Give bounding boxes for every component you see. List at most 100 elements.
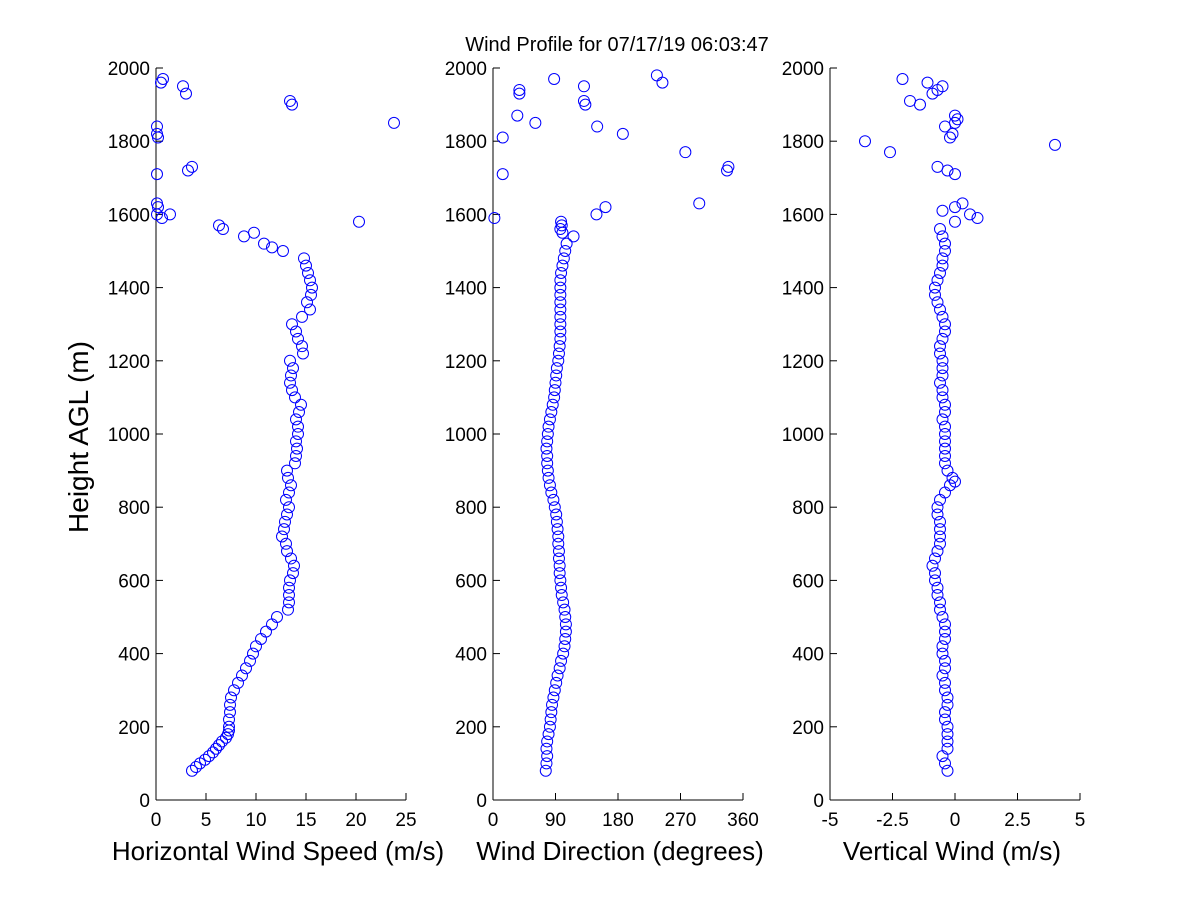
direction-y-tick-label: 1400 (445, 279, 487, 300)
vertical-data-point (949, 201, 961, 214)
direction-data-point (554, 325, 567, 338)
direction-data-point (541, 428, 554, 440)
speed-data-point (293, 406, 305, 419)
vertical-data-point (929, 281, 941, 294)
vertical-data-point (939, 457, 951, 470)
vertical-data-point (936, 640, 949, 653)
speed-data-point (223, 713, 235, 726)
direction-data-point (559, 625, 572, 638)
speed-data-point (283, 589, 295, 602)
speed-data-point (282, 603, 294, 616)
direction-data-point (577, 94, 590, 107)
vertical-panel: 0 200 400 600 800 1000 1200 1400 1600 1800 2000 -5… (782, 59, 1086, 866)
direction-data-point (542, 471, 555, 484)
direction-data-point (544, 713, 557, 726)
speed-data-point (287, 362, 299, 375)
speed-y-tick-label: 600 (118, 571, 150, 592)
speed-points (151, 72, 400, 777)
direction-data-point (616, 127, 629, 140)
speed-data-point (292, 428, 304, 440)
speed-data-point (284, 94, 296, 107)
speed-y-tick-label: 1000 (108, 425, 150, 446)
speed-x-tick-label: 20 (345, 810, 366, 831)
vertical-y-tick-label: 800 (792, 498, 824, 519)
vertical-data-point (934, 603, 946, 616)
speed-data-point (177, 80, 189, 93)
vertical-y-tick-label: 2000 (782, 59, 824, 80)
speed-data-point (280, 493, 292, 506)
vertical-data-point (934, 376, 946, 389)
speed-data-point (281, 545, 293, 558)
direction-y-tick-label: 800 (455, 498, 487, 519)
speed-data-point (277, 245, 289, 257)
speed-data-point (286, 384, 298, 397)
direction-data-point (551, 523, 564, 536)
speed-data-point (281, 464, 293, 477)
direction-data-point (550, 515, 563, 528)
speed-data-point (248, 226, 260, 239)
speed-data-point (284, 574, 296, 587)
direction-data-point (548, 72, 561, 85)
vertical-data-point (939, 706, 951, 719)
vertical-data-point (939, 618, 951, 631)
vertical-data-point (921, 76, 934, 89)
speed-data-point (210, 742, 222, 755)
speed-y-tick-label: 1200 (108, 352, 150, 373)
speed-data-point (244, 654, 256, 667)
vertical-points (859, 72, 1061, 777)
direction-data-point (496, 168, 509, 181)
direction-data-point (541, 449, 554, 462)
direction-x-ticks: 0 90 180 270 360 (488, 793, 759, 831)
vertical-data-point (949, 116, 961, 129)
direction-data-point (511, 109, 524, 122)
speed-y-tick-label: 800 (118, 498, 150, 519)
speed-data-point (152, 201, 164, 214)
speed-data-point (306, 281, 318, 294)
vertical-y-tick-label: 0 (813, 791, 824, 812)
vertical-data-point (939, 662, 951, 675)
speed-data-point (216, 735, 228, 748)
speed-data-point (296, 340, 308, 353)
speed-y-tick-label: 200 (118, 718, 150, 739)
vertical-data-point (936, 354, 949, 367)
speed-data-point (247, 647, 259, 660)
direction-data-point (590, 208, 603, 221)
direction-data-point (679, 146, 692, 159)
direction-y-tick-label: 1600 (445, 205, 487, 226)
vertical-x-tick-label: -5 (822, 810, 839, 831)
speed-x-tick-label: 10 (245, 810, 266, 831)
direction-data-point (488, 212, 501, 225)
vertical-data-point (931, 160, 944, 173)
speed-x-tick-label: 5 (201, 810, 212, 831)
speed-y-tick-label: 2000 (108, 59, 150, 80)
direction-data-point (549, 376, 562, 389)
direction-data-point (554, 303, 567, 316)
direction-data-point (557, 596, 570, 609)
vertical-data-point (929, 552, 941, 565)
speed-data-point (282, 471, 294, 484)
vertical-data-point (904, 94, 916, 107)
speed-data-point (290, 449, 302, 462)
vertical-y-tick-label: 1000 (782, 425, 824, 446)
vertical-y-tick-label: 200 (792, 718, 824, 739)
direction-data-point (546, 698, 559, 711)
vertical-data-point (934, 523, 946, 536)
vertical-data-point (939, 442, 951, 455)
direction-data-point (540, 742, 553, 755)
vertical-data-point (951, 113, 964, 126)
direction-data-point (550, 508, 563, 521)
direction-data-point (542, 728, 555, 741)
direction-data-point (693, 197, 706, 210)
direction-data-point (529, 116, 542, 129)
vertical-data-point (964, 208, 976, 221)
figure-title: Wind Profile for 07/17/19 06:03:47 (465, 34, 769, 56)
speed-y-tick-label: 1600 (108, 205, 150, 226)
direction-y-tick-label: 1200 (445, 352, 487, 373)
direction-data-point (554, 296, 567, 309)
speed-x-tick-label: 0 (151, 810, 162, 831)
vertical-data-point (936, 647, 949, 660)
direction-data-point (547, 493, 560, 506)
direction-data-point (591, 120, 604, 133)
speed-data-point (298, 252, 310, 265)
vertical-data-point (934, 347, 946, 360)
